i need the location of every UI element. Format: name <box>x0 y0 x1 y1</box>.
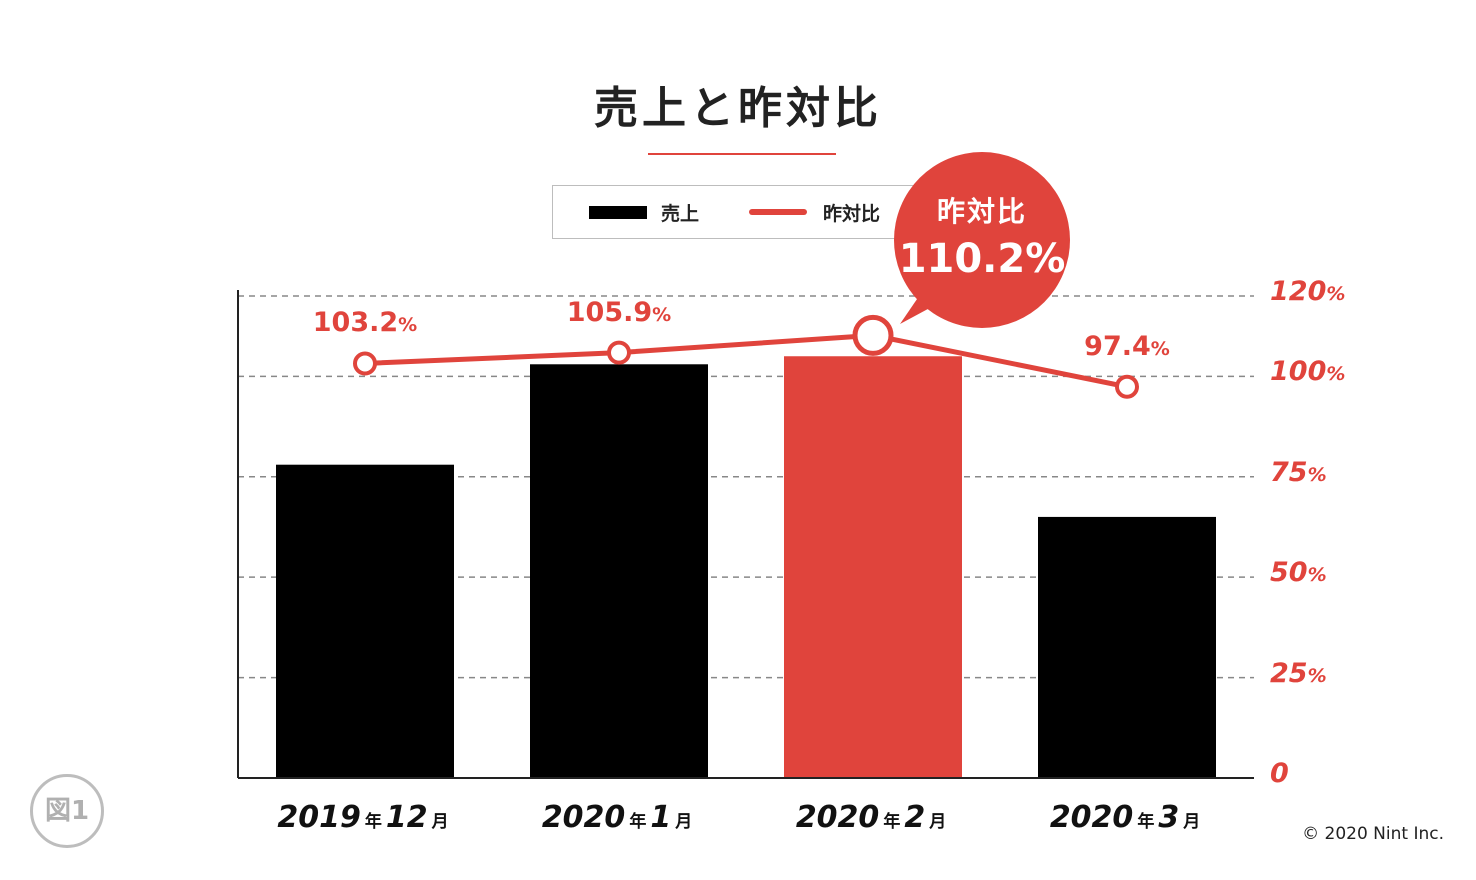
legend: 売上 昨対比 <box>552 185 932 239</box>
x-year-unit: 年 <box>364 812 382 832</box>
title-underline <box>648 153 836 155</box>
y-tick-label: 120% <box>1270 276 1345 307</box>
legend-ratio-label: 昨対比 <box>823 203 881 225</box>
point-label-pct: % <box>1150 337 1170 360</box>
point-label-num: 103.2 <box>312 307 399 339</box>
y-tick-pct: % <box>1326 363 1346 386</box>
x-month: 3 <box>1158 800 1180 835</box>
callout-circle <box>894 152 1070 328</box>
bar <box>530 364 708 778</box>
legend-sales-swatch <box>589 206 647 219</box>
y-tick-label: 50% <box>1270 557 1327 588</box>
ratio-point <box>353 351 377 376</box>
y-tick-label: 75% <box>1270 457 1327 488</box>
y-tick-label: 0 <box>1270 758 1289 789</box>
x-month-unit: 月 <box>675 812 693 832</box>
x-year: 2020 <box>795 800 880 835</box>
y-tick-num: 0 <box>1270 758 1289 789</box>
y-tick-num: 50 <box>1270 557 1308 589</box>
bar <box>784 356 962 778</box>
point-label-num: 105.9 <box>566 296 653 328</box>
callout-value: 110.2% <box>898 236 1066 282</box>
legend-sales-label: 売上 <box>661 203 700 225</box>
ratio-point <box>852 314 894 356</box>
x-year: 2020 <box>1049 800 1134 835</box>
chart-title: 売上と昨対比 <box>594 83 882 134</box>
callout-label: 昨対比 <box>936 195 1027 228</box>
point-label: 97.4% <box>1027 331 1227 362</box>
x-year: 2020 <box>541 800 626 835</box>
point-label-pct: % <box>398 314 418 337</box>
y-tick-num: 100 <box>1270 356 1327 388</box>
x-tick-label: 2019 年 12 月 <box>245 800 485 835</box>
x-month: 1 <box>650 800 672 835</box>
y-tick-num: 120 <box>1270 276 1327 307</box>
point-label: 103.2% <box>265 307 465 338</box>
x-year-unit: 年 <box>629 812 647 832</box>
y-tick-pct: % <box>1307 463 1327 486</box>
x-year-unit: 年 <box>1137 812 1155 832</box>
ratio-point <box>607 340 631 365</box>
figure-badge: 図1 <box>30 774 104 848</box>
bar <box>1038 516 1216 778</box>
point-label: 105.9% <box>519 297 719 328</box>
y-tick-pct: % <box>1307 564 1327 587</box>
x-month: 12 <box>385 800 428 835</box>
point-label-num: 97.4 <box>1084 330 1151 362</box>
x-month-unit: 月 <box>431 812 449 832</box>
y-tick-label: 100% <box>1270 356 1345 387</box>
legend-ratio-swatch <box>749 209 807 215</box>
callout-bubble: 昨対比 110.2% <box>894 152 1070 328</box>
x-year: 2019 <box>277 800 361 835</box>
y-tick-num: 75 <box>1270 456 1308 488</box>
ratio-line <box>364 332 1128 390</box>
y-tick-pct: % <box>1326 283 1346 305</box>
x-month-unit: 月 <box>929 812 947 832</box>
x-tick-label: 2020 年 1 月 <box>499 800 739 835</box>
ratio-point <box>1115 374 1139 399</box>
x-year-unit: 年 <box>883 812 901 832</box>
y-tick-label: 25% <box>1270 658 1327 689</box>
x-month-unit: 月 <box>1183 812 1201 832</box>
bar <box>276 464 454 778</box>
x-month: 2 <box>904 800 926 835</box>
copyright-text: © 2020 Nint Inc. <box>1302 824 1444 844</box>
y-tick-num: 25 <box>1270 657 1308 689</box>
y-tick-pct: % <box>1307 664 1327 687</box>
x-tick-label: 2020 年 2 月 <box>753 800 993 835</box>
point-label-pct: % <box>652 303 672 326</box>
x-tick-label: 2020 年 3 月 <box>1007 800 1247 835</box>
